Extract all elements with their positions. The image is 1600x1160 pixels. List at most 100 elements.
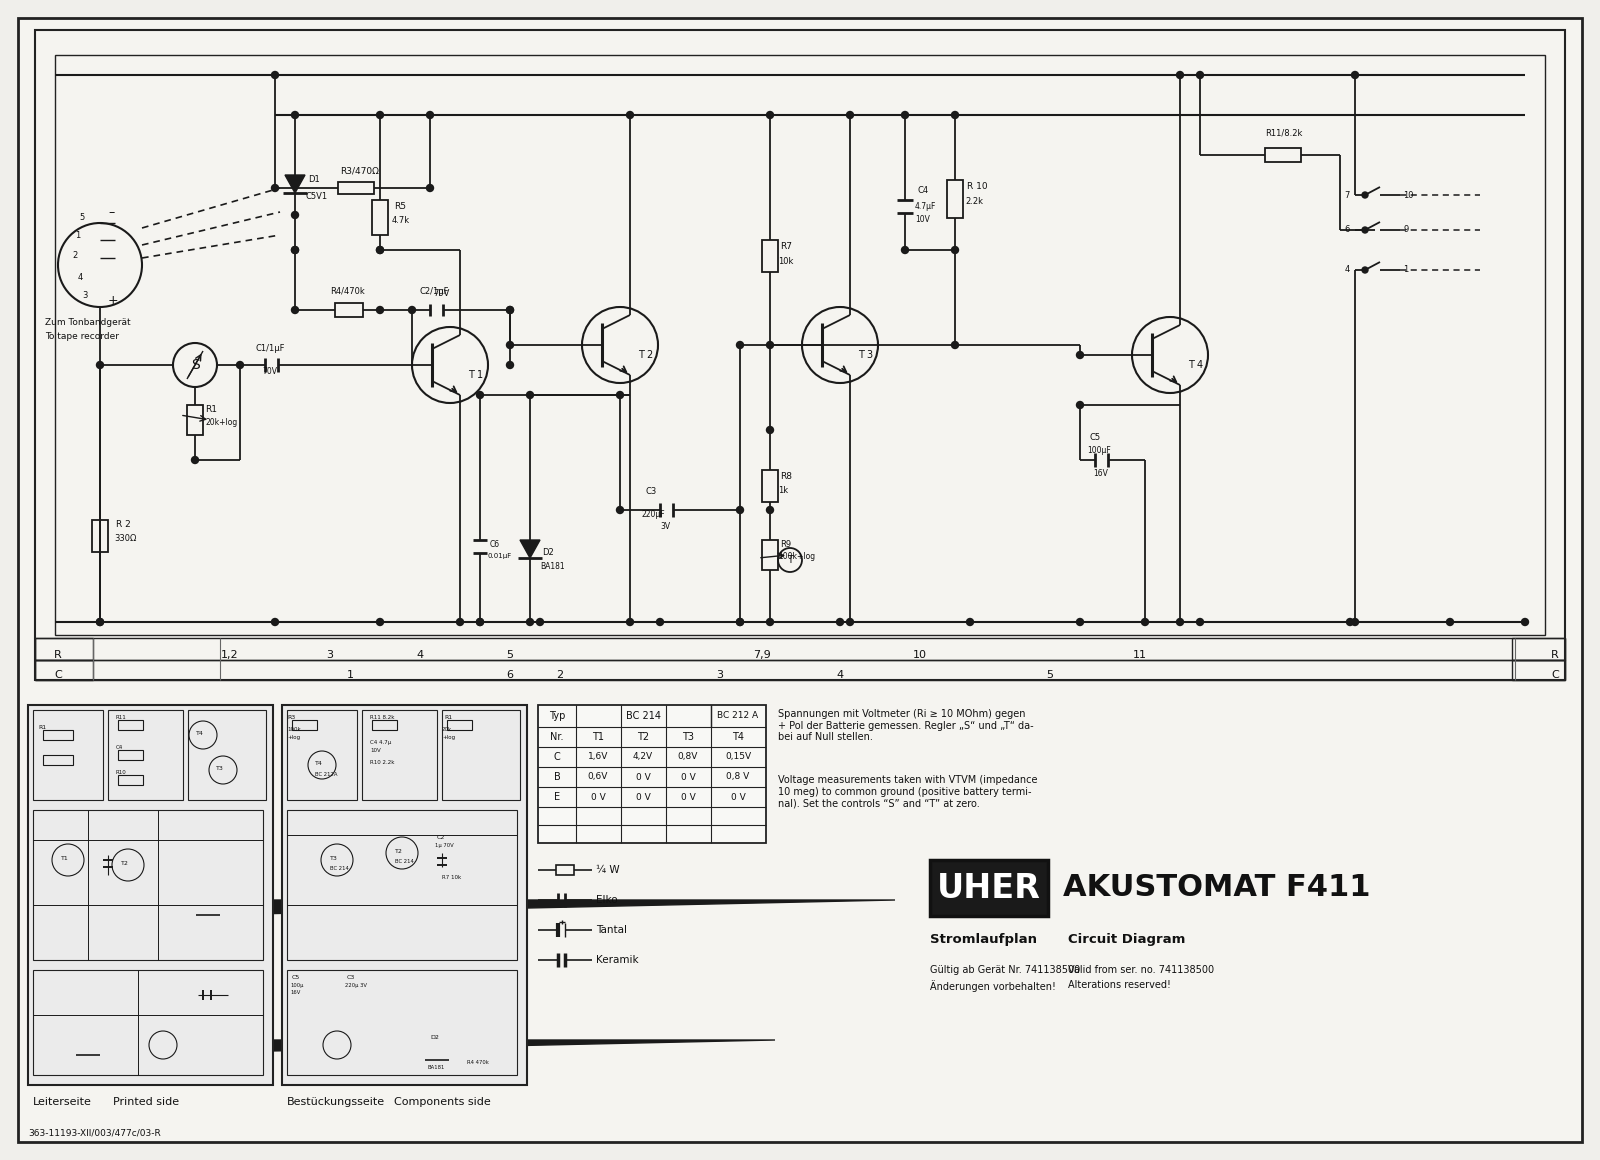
Text: 20k+log: 20k+log: [205, 418, 237, 427]
Circle shape: [766, 618, 773, 625]
Circle shape: [837, 618, 843, 625]
Circle shape: [736, 618, 744, 625]
Circle shape: [1141, 618, 1149, 625]
Text: 4: 4: [77, 274, 83, 283]
Circle shape: [376, 247, 384, 254]
Circle shape: [966, 618, 973, 625]
Text: Valid from ser. no. 741138500: Valid from ser. no. 741138500: [1069, 965, 1214, 976]
Circle shape: [656, 618, 664, 625]
Bar: [34, 710, 102, 800]
Circle shape: [272, 618, 278, 625]
Circle shape: [376, 306, 384, 313]
Bar: [286, 970, 517, 1075]
Text: 0 V: 0 V: [635, 792, 650, 802]
Circle shape: [376, 111, 384, 118]
Circle shape: [291, 247, 299, 254]
Circle shape: [1077, 618, 1083, 625]
Circle shape: [1077, 351, 1083, 358]
Circle shape: [1197, 618, 1203, 625]
Text: 16V: 16V: [1093, 469, 1107, 478]
Text: 100µ: 100µ: [290, 983, 304, 988]
Text: UHER: UHER: [938, 871, 1042, 905]
Bar: [282, 705, 526, 1085]
Text: B: B: [554, 773, 560, 782]
Text: T 2: T 2: [638, 350, 653, 360]
Text: T3: T3: [330, 856, 338, 861]
Text: Gültig ab Gerät Nr. 741138500: Gültig ab Gerät Nr. 741138500: [930, 965, 1080, 976]
Text: C2/1µF: C2/1µF: [419, 287, 450, 296]
Text: Keramik: Keramik: [595, 955, 638, 965]
Text: 5: 5: [80, 213, 85, 223]
Text: C5: C5: [291, 976, 301, 980]
Circle shape: [1176, 72, 1184, 79]
Circle shape: [526, 392, 533, 399]
Circle shape: [616, 392, 624, 399]
Bar: [371, 200, 387, 235]
Text: R11: R11: [115, 715, 126, 720]
Text: 1,2: 1,2: [221, 650, 238, 660]
Text: Printed side: Printed side: [114, 1097, 179, 1107]
Text: 220µ 3V: 220µ 3V: [346, 983, 366, 988]
Text: 10: 10: [1403, 190, 1413, 200]
Circle shape: [616, 507, 624, 514]
Bar: [118, 775, 142, 785]
Circle shape: [272, 184, 278, 191]
Bar: [29, 705, 274, 1085]
Text: BA181: BA181: [541, 561, 565, 571]
Text: S: S: [190, 358, 200, 372]
Text: 4.7k: 4.7k: [392, 216, 410, 225]
Text: R10: R10: [115, 770, 126, 775]
Text: R11/8.2k: R11/8.2k: [1266, 128, 1302, 137]
Circle shape: [526, 618, 533, 625]
Circle shape: [427, 184, 434, 191]
Text: T1: T1: [61, 856, 69, 861]
Text: Alterations reserved!: Alterations reserved!: [1069, 980, 1171, 989]
Polygon shape: [520, 541, 541, 558]
Text: 1k: 1k: [778, 486, 789, 495]
Text: R7: R7: [781, 242, 792, 251]
Bar: [54, 55, 1546, 635]
Circle shape: [477, 618, 483, 625]
Circle shape: [96, 618, 104, 625]
Text: T2: T2: [395, 849, 403, 854]
Text: ¼ W: ¼ W: [595, 865, 619, 875]
Text: Änderungen vorbehalten!: Änderungen vorbehalten!: [930, 980, 1056, 992]
Circle shape: [627, 111, 634, 118]
Text: 2: 2: [72, 251, 78, 260]
Circle shape: [291, 306, 299, 313]
Text: Spannungen mit Voltmeter (Ri ≥ 10 MOhm) gegen
+ Pol der Batterie gemessen. Regle: Spannungen mit Voltmeter (Ri ≥ 10 MOhm) …: [778, 709, 1034, 742]
Text: 6: 6: [507, 670, 514, 680]
Text: R 10: R 10: [966, 182, 987, 191]
Text: C4: C4: [917, 186, 928, 195]
Text: R1: R1: [205, 405, 218, 414]
Text: +log: +log: [442, 735, 454, 740]
Text: R3/470Ω: R3/470Ω: [339, 166, 379, 175]
Circle shape: [291, 111, 299, 118]
Circle shape: [952, 111, 958, 118]
Circle shape: [96, 362, 104, 369]
Circle shape: [846, 111, 853, 118]
Text: Stromlaufplan: Stromlaufplan: [930, 933, 1037, 947]
Text: R10 2.2k: R10 2.2k: [370, 760, 395, 764]
Circle shape: [1352, 618, 1358, 625]
Text: Leiterseite: Leiterseite: [34, 1097, 91, 1107]
Text: AKUSTOMAT F411: AKUSTOMAT F411: [1062, 873, 1371, 902]
Text: R4/470k: R4/470k: [330, 287, 365, 295]
Text: 3: 3: [326, 650, 333, 660]
Polygon shape: [285, 175, 306, 193]
Text: 4,2V: 4,2V: [634, 753, 653, 761]
Circle shape: [376, 618, 384, 625]
Text: T3: T3: [216, 766, 224, 771]
Polygon shape: [78, 1041, 774, 1054]
Text: Voltage measurements taken with VTVM (impedance
10 meg) to common ground (positi: Voltage measurements taken with VTVM (im…: [778, 775, 1037, 809]
Text: 100k: 100k: [286, 727, 301, 732]
Text: 5: 5: [1046, 670, 1053, 680]
Text: T1: T1: [592, 732, 605, 742]
Circle shape: [507, 341, 514, 348]
Circle shape: [766, 111, 773, 118]
Circle shape: [1176, 618, 1184, 625]
Circle shape: [477, 618, 483, 625]
Bar: [334, 303, 363, 317]
Circle shape: [736, 507, 744, 514]
Text: Zum Tonbandgerät: Zum Tonbandgerät: [45, 318, 131, 327]
